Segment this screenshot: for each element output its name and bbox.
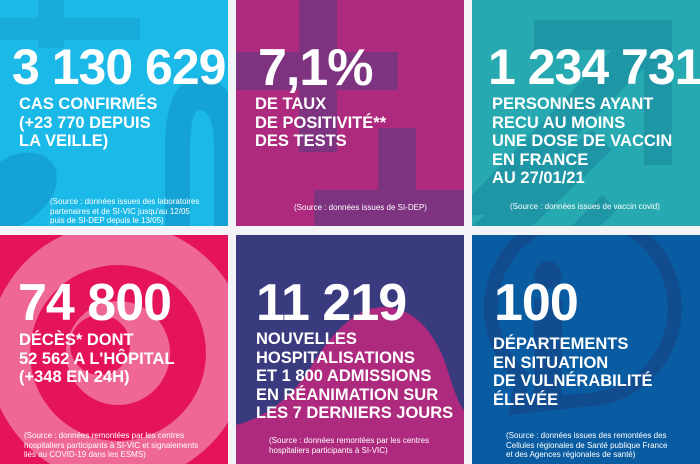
- positivity-source: (Source : données issues de SI-DEP): [294, 203, 427, 212]
- vaccine-source: (Source : données issues de vaccin covid…: [510, 202, 660, 211]
- deaths-source: (Source : données remontées par les cent…: [24, 431, 199, 460]
- vaccine-value: 1 234 731: [488, 39, 700, 95]
- deaths-label: DÉCÈS* DONT 52 562 A L'HÔPITAL (+348 EN …: [19, 331, 175, 386]
- deaths-tile: 74 800 DÉCÈS* DONT 52 562 A L'HÔPITAL (+…: [0, 235, 228, 464]
- cases-label: CAS CONFIRMÉS (+23 770 DEPUIS LA VEILLE): [19, 95, 158, 150]
- plus-cross-icon: [236, 0, 464, 226]
- vaccine-tile: 1 234 731 PERSONNES AYANT RECU AU MOINS …: [472, 0, 700, 226]
- deaths-value: 74 800: [18, 274, 172, 332]
- departments-tile: 100 DÉPARTEMENTS EN SITUATION DE VULNÉRA…: [472, 235, 700, 464]
- arrow-up-right-icon: [472, 20, 672, 226]
- plus-and-20-icon: [0, 0, 228, 226]
- hospital-label: NOUVELLES HOSPITALISATIONS ET 1 800 ADMI…: [256, 330, 454, 422]
- hospital-source: (Source : données remontées par les cent…: [269, 436, 430, 455]
- departments-value: 100: [494, 274, 579, 332]
- cases-tile: 3 130 629 CAS CONFIRMÉS (+23 770 DEPUIS …: [0, 0, 228, 226]
- cases-value: 3 130 629: [12, 39, 226, 95]
- hospital-value: 11 219: [256, 274, 407, 332]
- curve-wave-icon: [236, 306, 464, 464]
- vaccine-label: PERSONNES AYANT RECU AU MOINS UNE DOSE D…: [492, 95, 673, 187]
- positivity-value: 7,1%: [258, 39, 374, 97]
- positivity-label: DE TAUX DE POSITIVITÉ** DES TESTS: [255, 95, 387, 150]
- concentric-circles-icon: [0, 235, 228, 464]
- departments-source: (Source : données issues des remontées d…: [506, 431, 668, 460]
- hospital-tile: 11 219 NOUVELLES HOSPITALISATIONS ET 1 8…: [236, 235, 464, 464]
- departments-label: DÉPARTEMENTS EN SITUATION DE VULNÉRABILI…: [493, 335, 653, 409]
- cases-source: (Source : données issues des laboratoire…: [50, 197, 200, 226]
- info-speech-bubble-icon: [483, 235, 682, 415]
- positivity-tile: 7,1% DE TAUX DE POSITIVITÉ** DES TESTS (…: [236, 0, 464, 226]
